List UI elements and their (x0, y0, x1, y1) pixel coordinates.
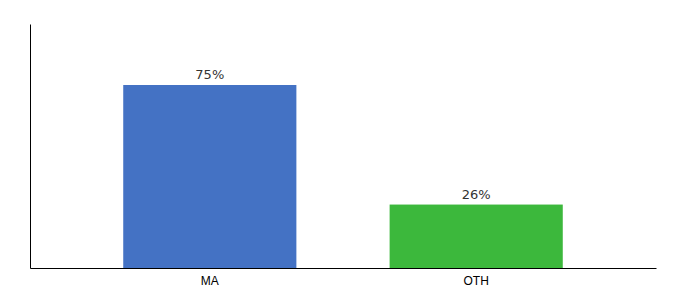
data-label: 75% (195, 67, 224, 82)
plot: MA OTH 75% 26% (31, 25, 657, 288)
x-tick-label: OTH (464, 274, 489, 288)
x-tick: OTH (464, 274, 489, 288)
x-tick-label: MA (201, 274, 219, 288)
bar (390, 205, 563, 268)
x-axis-line (31, 268, 657, 269)
y-axis (30, 25, 31, 269)
bars (123, 85, 563, 268)
data-label: 26% (462, 187, 491, 202)
x-tick: MA (201, 274, 219, 288)
y-axis-line (30, 25, 31, 269)
bar (123, 85, 296, 268)
chart: MA OTH 75% 26% (0, 0, 680, 300)
x-axis: MA OTH (31, 269, 657, 288)
data-labels: 75% 26% (195, 67, 490, 202)
